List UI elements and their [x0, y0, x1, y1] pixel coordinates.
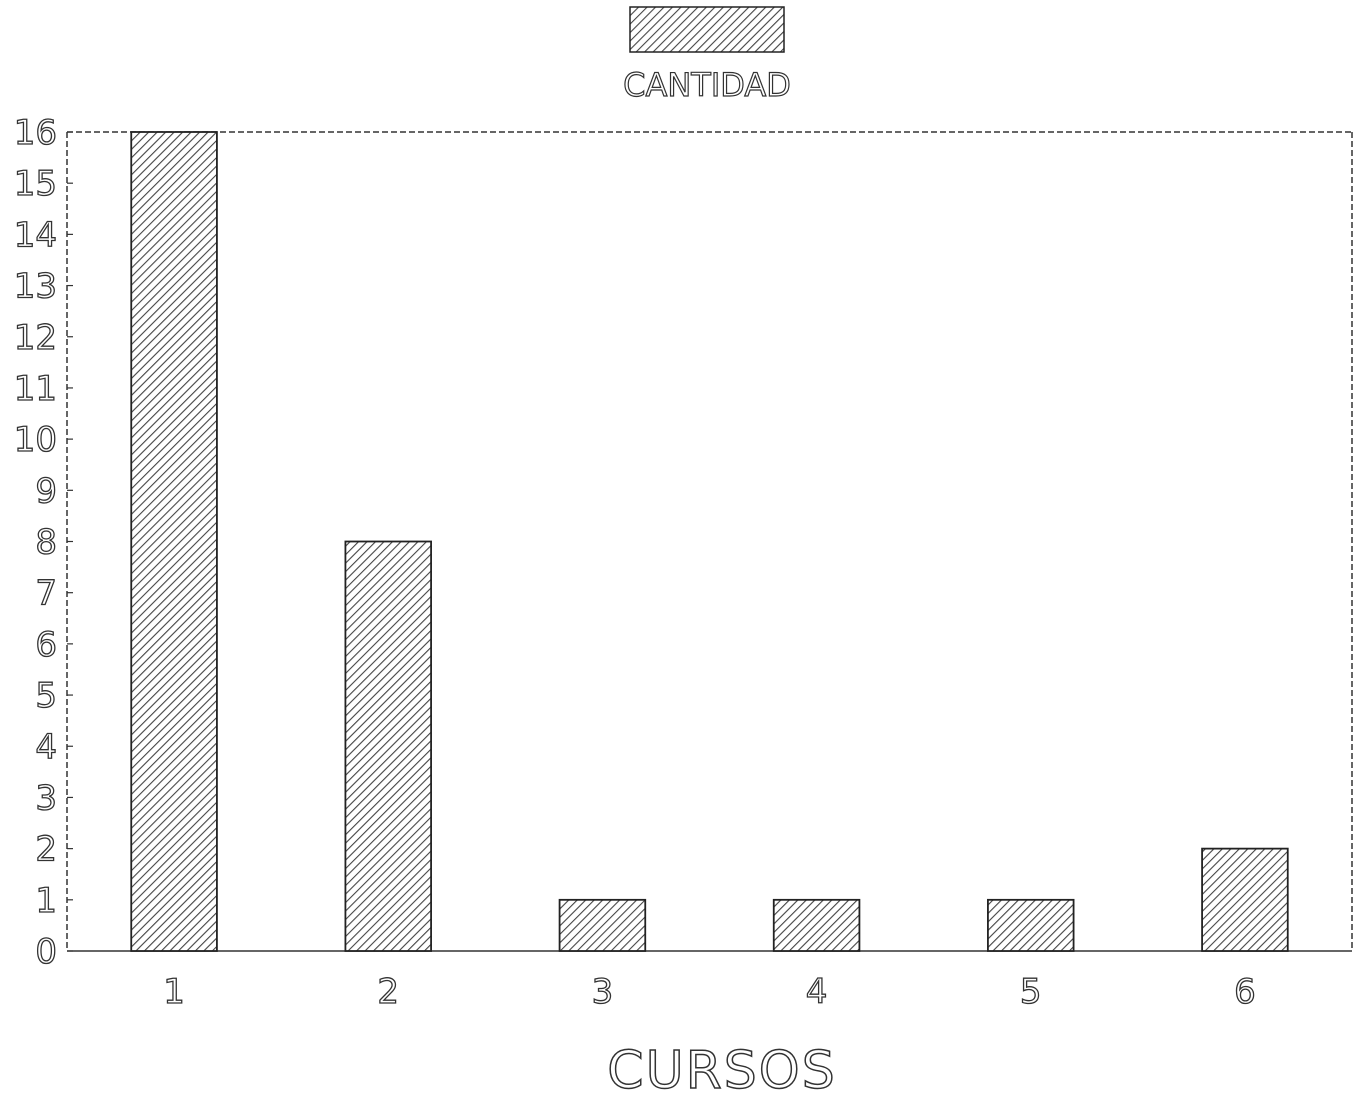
x-tick-label: 6 [1234, 972, 1256, 1012]
y-tick-label: 8 [35, 523, 57, 563]
y-tick-label: 9 [35, 471, 57, 511]
y-tick-label: 4 [35, 727, 57, 767]
y-tick-label: 0 [35, 932, 57, 972]
x-axis-label: CURSOS [607, 1041, 836, 1097]
y-tick-label: 14 [14, 215, 57, 255]
x-tick-label: 4 [806, 972, 828, 1012]
bar-2 [344, 540, 432, 952]
x-tick-label: 5 [1020, 972, 1042, 1012]
legend-swatch [629, 6, 785, 53]
bar-5 [987, 898, 1075, 952]
y-tick-label: 13 [14, 267, 57, 307]
y-tick-label: 16 [14, 113, 57, 153]
legend-label: CANTIDAD [623, 66, 791, 104]
y-tick-label: 15 [14, 164, 57, 204]
bar-4 [772, 898, 861, 952]
x-tick-label: 1 [163, 972, 185, 1012]
y-tick-label: 10 [14, 420, 57, 460]
x-tick-label: 3 [592, 972, 614, 1012]
y-tick-label: 1 [35, 881, 57, 921]
y-tick-label: 3 [35, 778, 57, 818]
bar-3 [558, 898, 647, 952]
y-tick-label: 12 [14, 318, 57, 358]
bar-6 [1201, 847, 1289, 952]
x-axis-ticks: 1 2 3 4 5 6 [163, 971, 1257, 1012]
legend: CANTIDAD [623, 6, 791, 105]
x-tick-label: 2 [377, 972, 399, 1012]
plot-frame [66, 131, 1353, 952]
bars [130, 131, 1289, 952]
bar-1 [130, 131, 218, 952]
y-tick-label: 7 [35, 574, 57, 614]
y-tick-label: 6 [35, 625, 57, 665]
y-tick-label: 11 [14, 369, 57, 409]
y-tick-label: 5 [35, 676, 57, 716]
y-tick-label: 2 [35, 830, 57, 870]
